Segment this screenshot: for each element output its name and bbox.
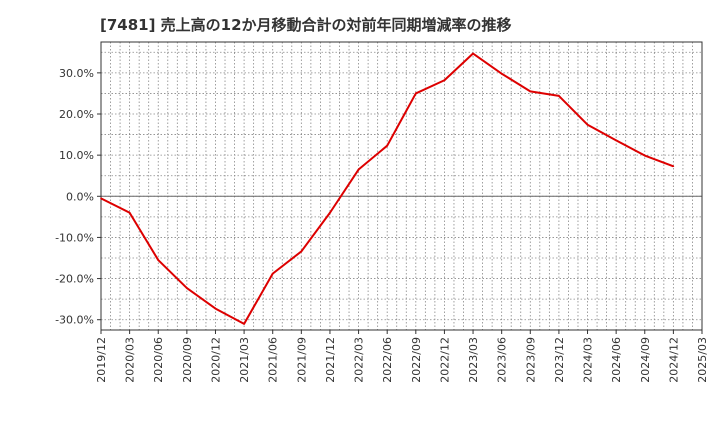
x-tick-label: 2023/03 bbox=[467, 337, 480, 383]
series-line bbox=[100, 52, 674, 325]
y-tick-label: -10.0% bbox=[55, 231, 94, 244]
data-point bbox=[157, 259, 160, 261]
data-point bbox=[615, 139, 617, 142]
data-point bbox=[300, 250, 303, 253]
data-point bbox=[214, 307, 217, 310]
x-tick-label: 2024/09 bbox=[639, 337, 652, 383]
y-tick-label: 10.0% bbox=[59, 149, 94, 162]
y-tick-label: -20.0% bbox=[55, 273, 94, 286]
x-tick-label: 2020/12 bbox=[209, 337, 222, 383]
x-tick-label: 2020/09 bbox=[181, 337, 194, 383]
plot-frame bbox=[100, 41, 703, 331]
data-point bbox=[100, 197, 102, 200]
x-tick-label: 2022/12 bbox=[438, 337, 451, 383]
x-tick-label: 2024/06 bbox=[610, 337, 623, 383]
data-point bbox=[271, 272, 274, 275]
data-point bbox=[586, 123, 589, 126]
x-tick-labels: 2019/12 2020/03 2020/06 2020/09 2020/12 2021/… bbox=[95, 330, 709, 383]
data-point bbox=[186, 287, 188, 289]
data-point bbox=[643, 154, 646, 157]
x-tick-label: 2024/12 bbox=[667, 337, 680, 383]
y-tick-label: 0.0% bbox=[66, 190, 94, 203]
x-tick-label: 2022/03 bbox=[353, 337, 366, 383]
data-point bbox=[558, 95, 560, 97]
chart-title: [7481] 売上高の12か月移動合計の対前年同期増減率の推移 bbox=[100, 16, 512, 34]
x-tick-label: 2022/06 bbox=[381, 337, 394, 383]
data-point bbox=[386, 144, 388, 147]
x-tick-label: 2021/09 bbox=[295, 337, 308, 383]
x-tick-label: 2024/03 bbox=[582, 337, 595, 383]
x-tick-label: 2021/03 bbox=[238, 337, 251, 383]
x-tick-label: 2023/12 bbox=[553, 337, 566, 383]
x-tick-label: 2023/09 bbox=[524, 337, 537, 383]
series-layer bbox=[100, 52, 675, 325]
data-point bbox=[415, 92, 417, 95]
x-tick-label: 2020/03 bbox=[124, 337, 137, 383]
y-tick-label: 20.0% bbox=[59, 108, 94, 121]
data-point bbox=[443, 79, 446, 82]
y-tick-label: 30.0% bbox=[59, 67, 94, 80]
x-tick-label: 2025/03 bbox=[696, 337, 709, 383]
grid-lines bbox=[100, 42, 702, 330]
y-tick-label: -30.0% bbox=[55, 314, 94, 327]
data-point bbox=[329, 211, 331, 214]
data-point bbox=[128, 211, 131, 214]
data-point bbox=[500, 72, 503, 75]
x-tick-label: 2021/06 bbox=[267, 337, 280, 383]
y-tick-labels: -30.0% -20.0% -10.0% 0.0% 10.0% 20.0% 30.0% bbox=[55, 67, 101, 327]
data-point bbox=[672, 165, 675, 168]
x-tick-label: 2019/12 bbox=[95, 337, 108, 383]
data-point bbox=[243, 323, 245, 325]
x-tick-label: 2023/06 bbox=[496, 337, 509, 383]
axes bbox=[100, 41, 703, 331]
data-point bbox=[529, 90, 532, 93]
x-tick-label: 2022/09 bbox=[410, 337, 423, 383]
data-point bbox=[472, 52, 474, 55]
data-point bbox=[357, 168, 360, 171]
x-tick-label: 2021/12 bbox=[324, 337, 337, 383]
x-tick-label: 2020/06 bbox=[152, 337, 165, 383]
